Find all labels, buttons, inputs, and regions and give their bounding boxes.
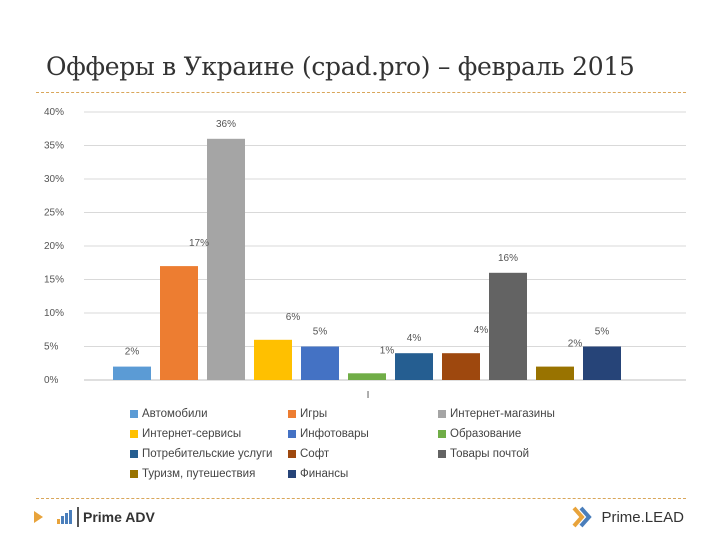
y-tick-label: 35% xyxy=(44,141,64,152)
legend-swatch xyxy=(438,410,446,418)
legend-label: Потребительские услуги xyxy=(142,448,273,460)
legend-label: Интернет-сервисы xyxy=(142,428,242,440)
logo-bar xyxy=(65,513,68,524)
legend-swatch xyxy=(438,430,446,438)
legend-swatch xyxy=(130,430,138,438)
legend-item: Товары почтой xyxy=(438,446,598,462)
legend-item: Автомобили xyxy=(130,406,288,422)
bar-data-label: 4% xyxy=(407,333,422,344)
y-tick-label: 15% xyxy=(44,275,64,286)
bar xyxy=(254,339,292,380)
prime-adv-logo-text: Prime ADV xyxy=(83,509,155,525)
legend-swatch xyxy=(130,470,138,478)
slide-title: Офферы в Украине (cpad.pro) – февраль 20… xyxy=(46,52,635,81)
bar-data-label: 4% xyxy=(474,325,489,336)
legend-swatch xyxy=(438,450,446,458)
legend-item: Софт xyxy=(288,446,438,462)
bar-data-label: 17% xyxy=(189,238,209,249)
y-tick-label: 0% xyxy=(44,375,59,386)
title-divider xyxy=(36,92,686,93)
legend-label: Интернет-магазины xyxy=(450,408,555,420)
legend-label: Инфотовары xyxy=(300,428,369,440)
y-axis-ticks: 0% 5% 10% 15% 20% 25% 30% 35% 40% xyxy=(44,107,64,386)
x-axis-marker: I xyxy=(367,390,370,401)
y-tick-label: 25% xyxy=(44,208,64,219)
legend-item: Игры xyxy=(288,406,438,422)
legend-item: Потребительские услуги xyxy=(130,446,288,462)
bar-data-label: 36% xyxy=(216,119,236,130)
bar-data-label: 2% xyxy=(568,339,583,350)
legend-label: Автомобили xyxy=(142,408,208,420)
chart-data-labels: 2% 17% 36% 6% 5% 1% 4% 4% 16% 2% 5% xyxy=(125,119,610,358)
bar xyxy=(395,353,433,380)
bar xyxy=(442,353,480,380)
bar xyxy=(536,366,574,380)
legend-label: Игры xyxy=(300,408,328,420)
bar-data-label: 16% xyxy=(498,253,518,264)
bar xyxy=(301,346,339,380)
bar xyxy=(348,373,386,380)
logo-bar xyxy=(61,516,64,524)
legend-label: Товары почтой xyxy=(450,448,530,460)
bar xyxy=(207,138,245,380)
bar-data-label: 5% xyxy=(313,327,328,338)
y-tick-label: 20% xyxy=(44,241,64,252)
bar-data-label: 5% xyxy=(595,327,610,338)
legend-swatch xyxy=(288,470,296,478)
legend-swatch xyxy=(288,450,296,458)
chart-legend: Автомобили Игры Интернет-магазины Интернет-… xyxy=(130,406,610,482)
y-tick-label: 10% xyxy=(44,308,64,319)
bar xyxy=(583,346,621,380)
chart-bars xyxy=(113,138,621,380)
bar-data-label: 6% xyxy=(286,312,301,323)
bar xyxy=(160,266,198,380)
footer-left-brand: Prime ADV xyxy=(34,506,155,528)
legend-label: Финансы xyxy=(300,468,349,480)
legend-item: Финансы xyxy=(288,466,438,482)
legend-item: Инфотовары xyxy=(288,426,438,442)
logo-divider xyxy=(77,507,79,527)
legend-item: Туризм, путешествия xyxy=(130,466,288,482)
legend-label: Софт xyxy=(300,448,330,460)
play-arrow-icon xyxy=(34,511,43,523)
legend-item: Образование xyxy=(438,426,598,442)
legend-label: Образование xyxy=(450,428,522,440)
y-tick-label: 5% xyxy=(44,342,59,353)
y-tick-label: 40% xyxy=(44,107,64,118)
bar-chart-logo-icon xyxy=(57,510,73,524)
bar xyxy=(113,366,151,380)
logo-bar xyxy=(57,519,60,524)
bar-data-label: 2% xyxy=(125,347,140,358)
y-tick-label: 30% xyxy=(44,174,64,185)
legend-label: Туризм, путешествия xyxy=(142,468,256,480)
legend-swatch xyxy=(130,450,138,458)
footer-right-brand: Prime.LEAD xyxy=(571,504,684,530)
legend-swatch xyxy=(288,430,296,438)
legend-swatch xyxy=(288,410,296,418)
footer-divider xyxy=(36,498,686,499)
legend-item: Интернет-сервисы xyxy=(130,426,288,442)
bar-data-label: 1% xyxy=(380,345,395,356)
primelead-logo-text: Prime.LEAD xyxy=(601,508,684,526)
primelead-logo-icon xyxy=(572,506,593,528)
bar xyxy=(489,272,527,380)
logo-bar xyxy=(69,510,72,524)
legend-swatch xyxy=(130,410,138,418)
legend-item: Интернет-магазины xyxy=(438,406,598,422)
